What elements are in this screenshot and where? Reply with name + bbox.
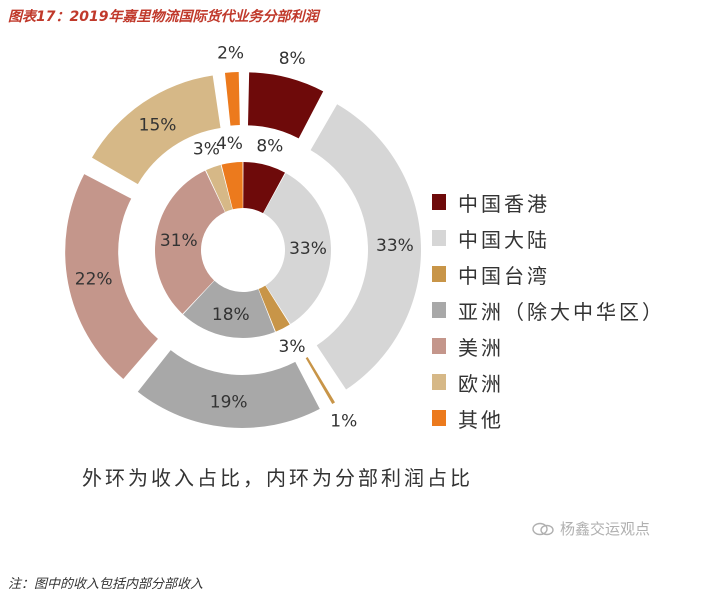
inner-slice-5: [205, 164, 233, 212]
legend: 中国香港 中国大陆 中国台湾 亚洲（除大中华区） 美洲 欧洲 其他: [432, 184, 665, 436]
wechat-icon: [532, 522, 554, 536]
inner-label-4: 31%: [160, 231, 198, 251]
legend-swatch: [432, 194, 446, 210]
legend-item-europe: 欧洲: [432, 364, 665, 400]
inner-label-1: 33%: [289, 239, 327, 259]
legend-item-taiwan: 中国台湾: [432, 256, 665, 292]
legend-swatch: [432, 266, 446, 282]
inner-slice-0: [243, 162, 285, 214]
legend-item-mainland: 中国大陆: [432, 220, 665, 256]
watermark: 杨鑫交运观点: [532, 518, 650, 539]
legend-item-hongkong: 中国香港: [432, 184, 665, 220]
outer-slice-0: [247, 72, 324, 139]
outer-label-6: 2%: [217, 43, 244, 63]
chart-caption: 外环为收入占比，内环为分部利润占比: [82, 466, 473, 490]
inner-slice-2: [258, 285, 290, 332]
legend-item-asia: 亚洲（除大中华区）: [432, 292, 665, 328]
legend-item-americas: 美洲: [432, 328, 665, 364]
legend-label: 亚洲（除大中华区）: [458, 299, 665, 324]
inner-slice-6: [221, 162, 243, 210]
outer-slice-4: [65, 174, 158, 379]
watermark-text: 杨鑫交运观点: [560, 520, 651, 538]
footnote: 注：图中的收入包括内部分部收入: [8, 577, 204, 592]
chart-title: 图表17：2019年嘉里物流国际货代业务分部利润: [8, 9, 319, 25]
legend-item-other: 其他: [432, 400, 665, 436]
outer-label-4: 22%: [75, 269, 113, 289]
legend-label: 中国台湾: [458, 263, 550, 288]
outer-ring: [65, 72, 421, 428]
outer-label-5: 15%: [139, 115, 177, 135]
inner-slice-3: [183, 280, 275, 339]
data-labels: 8%33%1%19%22%15%2%8%33%3%18%31%3%4%: [75, 43, 414, 431]
legend-swatch: [432, 338, 446, 354]
inner-label-2: 3%: [279, 337, 306, 357]
legend-label: 中国大陆: [458, 227, 550, 252]
outer-slice-3: [137, 350, 320, 428]
outer-label-1: 33%: [376, 236, 414, 256]
inner-ring: [155, 162, 332, 339]
inner-label-6: 4%: [216, 134, 243, 154]
legend-swatch: [432, 302, 446, 318]
outer-label-0: 8%: [279, 49, 306, 69]
outer-slice-5: [91, 75, 221, 185]
inner-label-5: 3%: [193, 139, 220, 159]
legend-label: 中国香港: [458, 191, 550, 216]
outer-slice-1: [310, 104, 421, 390]
outer-label-2: 1%: [330, 411, 357, 431]
inner-slice-1: [263, 173, 332, 325]
inner-label-0: 8%: [256, 136, 283, 156]
inner-label-3: 18%: [212, 305, 250, 325]
outer-slice-2: [305, 357, 335, 405]
legend-label: 欧洲: [458, 371, 504, 396]
legend-swatch: [432, 410, 446, 426]
inner-slice-4: [155, 170, 225, 314]
legend-label: 美洲: [458, 335, 504, 360]
legend-label: 其他: [458, 407, 504, 432]
legend-swatch: [432, 374, 446, 390]
legend-swatch: [432, 230, 446, 246]
outer-label-3: 19%: [210, 392, 248, 412]
outer-slice-6: [224, 72, 240, 126]
